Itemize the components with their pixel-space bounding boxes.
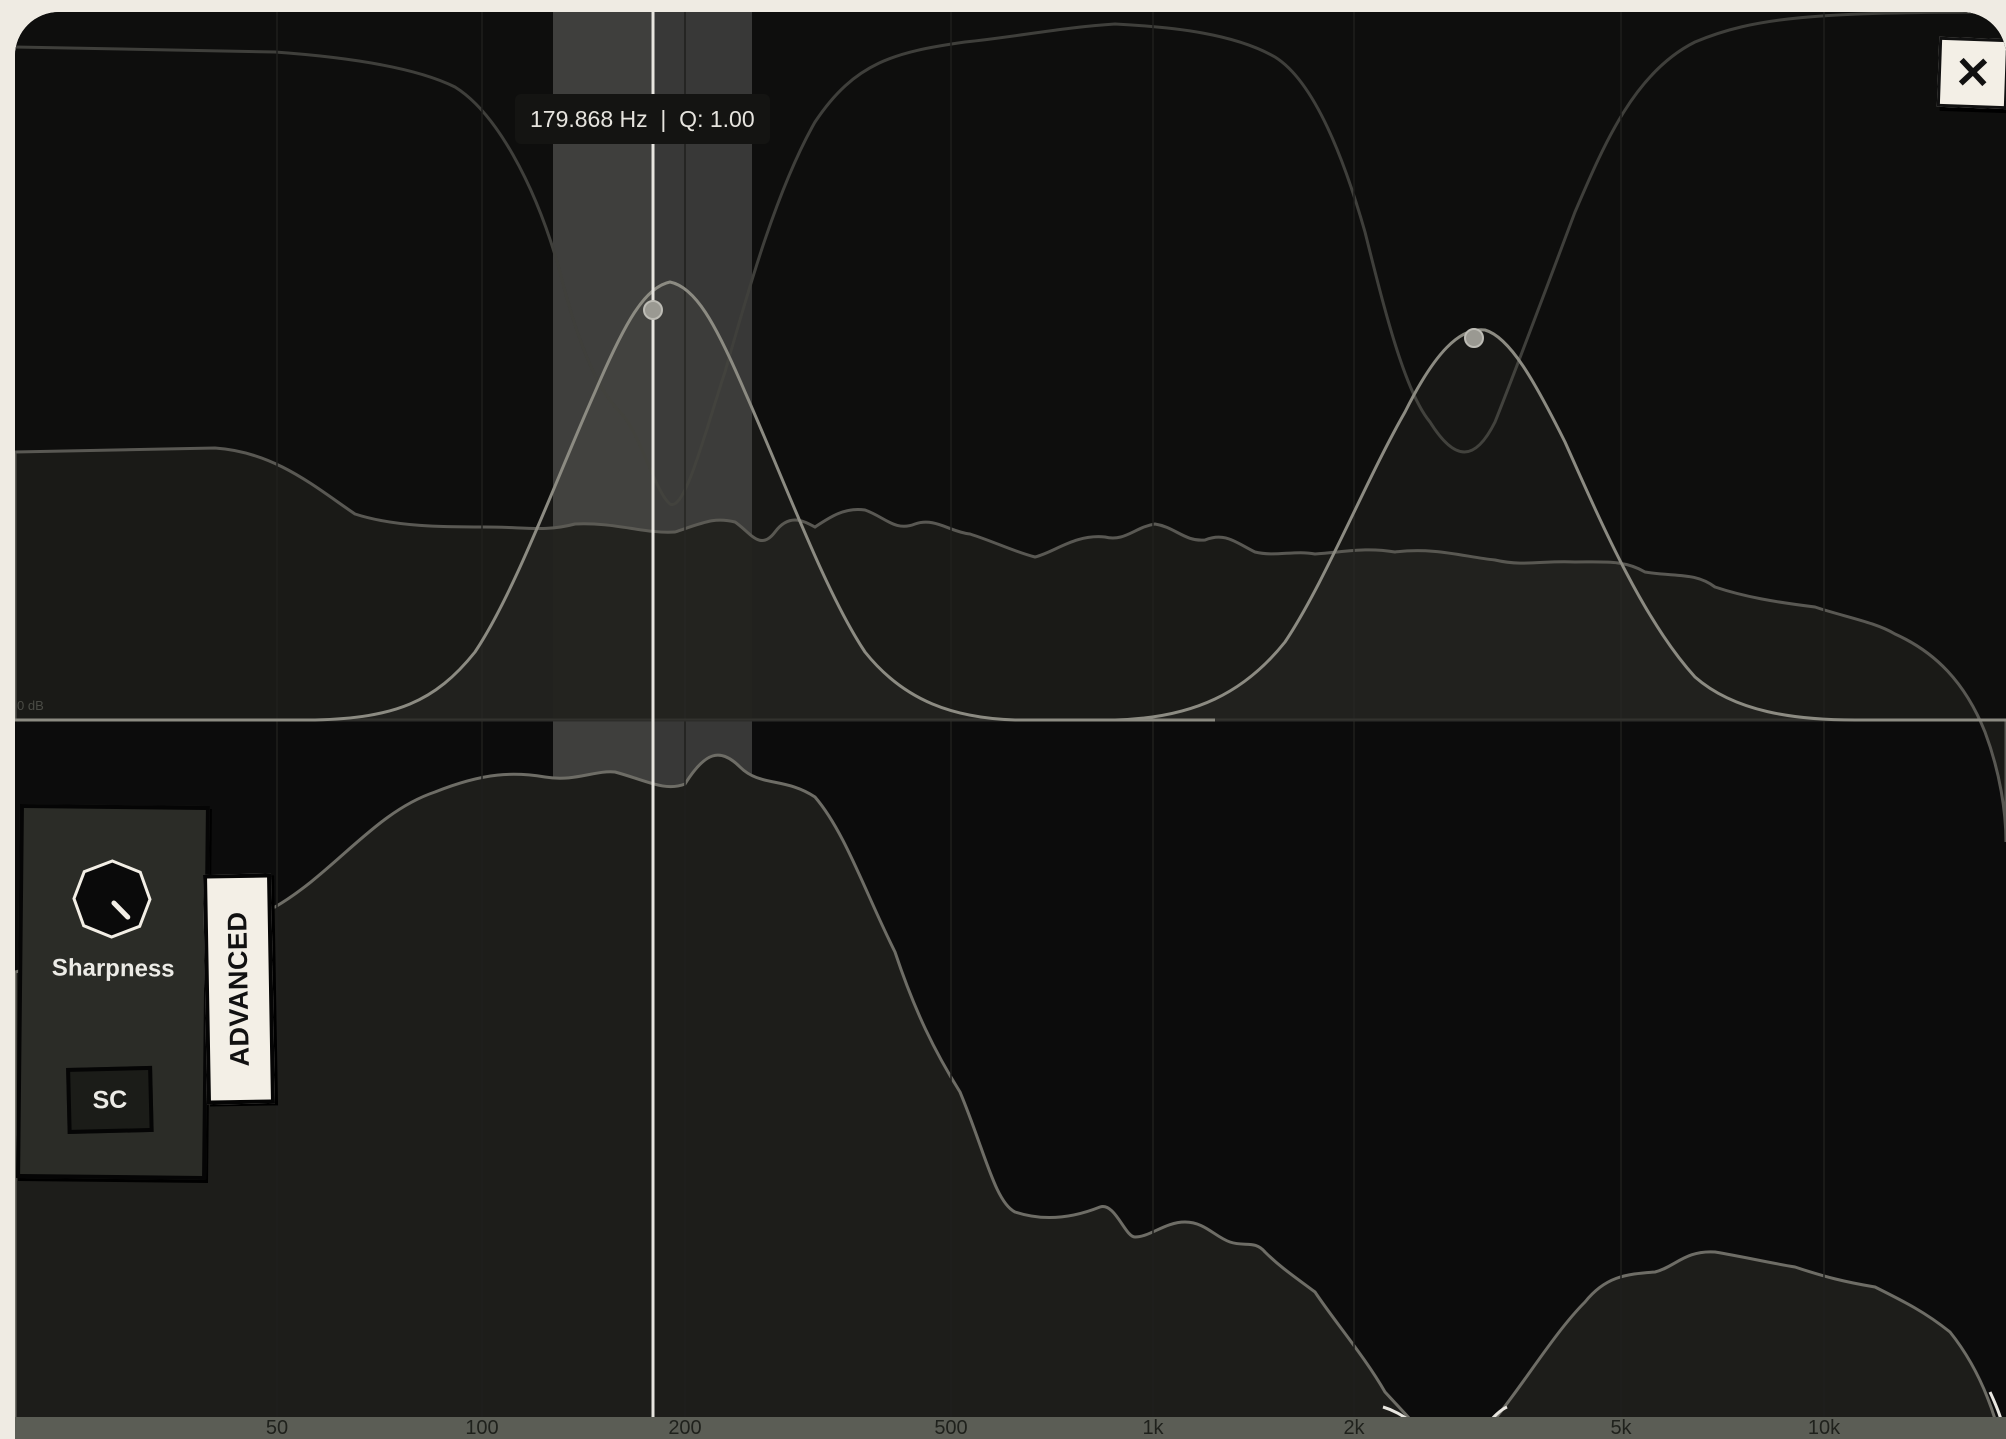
advanced-label: ADVANCED <box>222 911 255 1067</box>
spectrum-mid-fill <box>15 446 2006 843</box>
sharpness-knob[interactable] <box>72 859 153 940</box>
freq-tick-label: 100 <box>465 1417 499 1439</box>
advanced-tab[interactable]: ADVANCED <box>202 873 276 1105</box>
eq-node-1[interactable] <box>643 300 663 320</box>
freq-tick-label: 5k <box>1610 1417 1632 1439</box>
close-button[interactable]: ✕ <box>1936 36 2006 110</box>
knob-icon <box>72 859 152 939</box>
sc-button[interactable]: SC <box>66 1065 154 1135</box>
zero-db-label: 0 dB <box>17 698 44 713</box>
freq-tick-label: 500 <box>934 1417 968 1439</box>
control-panel: Sharpness SC <box>16 804 210 1180</box>
freq-tick-label: 200 <box>668 1417 702 1439</box>
freq-tick-label: 1k <box>1142 1417 1164 1439</box>
frequency-axis: 50 100 200 500 1k 2k 5k 10k <box>15 1417 2006 1439</box>
spectrum-graph[interactable] <box>15 12 2006 1439</box>
sharpness-label: Sharpness <box>51 954 175 983</box>
freq-tick-label: 2k <box>1343 1417 1365 1439</box>
spectrum-lower-fill <box>15 753 1998 1421</box>
frequency-tooltip: 179.868 Hz | Q: 1.00 <box>515 94 770 144</box>
freq-tick-label: 50 <box>265 1417 289 1439</box>
sidechain-curve <box>15 12 2006 506</box>
freq-tick-label: 10k <box>1807 1417 1841 1439</box>
close-icon: ✕ <box>1953 47 1993 99</box>
grid-lines <box>276 12 1825 1419</box>
eq-node-2[interactable] <box>1464 328 1484 348</box>
eq-band-curve-1 <box>15 280 1215 722</box>
eq-band-curve-2 <box>1114 328 2006 722</box>
analyzer-panel: 0 dB 50 100 200 500 1k 2k 5k 10k 179.868… <box>15 12 2006 1439</box>
